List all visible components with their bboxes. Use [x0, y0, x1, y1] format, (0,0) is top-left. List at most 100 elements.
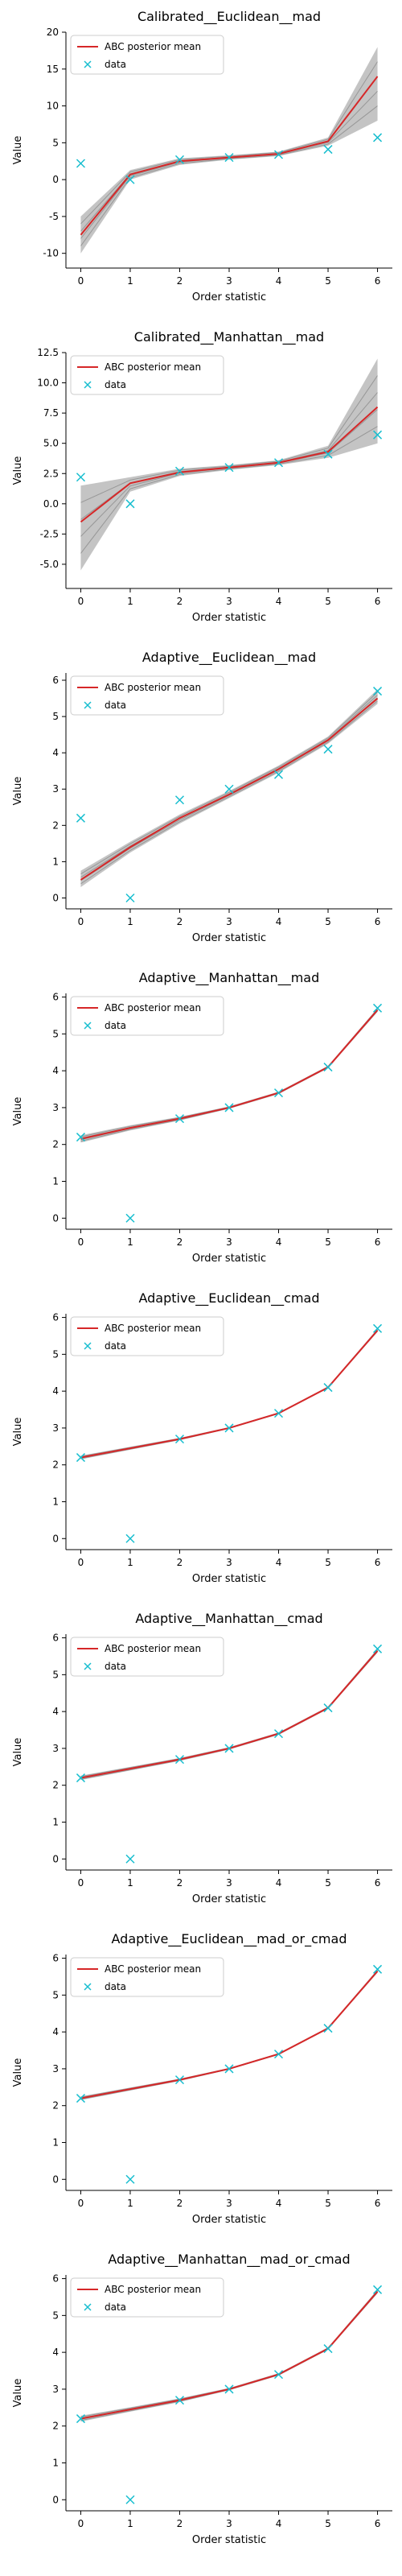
data-point-marker: [373, 1644, 383, 1653]
x-tick-label: 5: [325, 1557, 331, 1568]
data-point-marker: [373, 687, 383, 696]
y-tick-label: 10.0: [37, 378, 59, 389]
x-tick-label: 6: [375, 1236, 381, 1248]
data-point-marker: [273, 770, 284, 779]
data-point-marker: [273, 2050, 284, 2059]
chart-title: Adaptive__Euclidean__mad_or_cmad: [112, 1931, 347, 1947]
legend-label-mean: ABC posterior mean: [105, 1963, 201, 1975]
x-tick-label: 1: [127, 1557, 133, 1568]
y-tick-label: 0: [52, 1533, 59, 1544]
y-tick-label: 6: [52, 1633, 59, 1644]
x-tick-label: 6: [375, 1557, 381, 1568]
y-tick-label: 2: [52, 1780, 59, 1791]
data-point-marker: [373, 430, 383, 440]
x-tick-label: 3: [226, 2518, 232, 2529]
x-tick-label: 5: [325, 1236, 331, 1248]
y-tick-label: 5: [52, 1348, 59, 1360]
y-tick-label: 5: [52, 2310, 59, 2321]
y-tick-label: 3: [52, 1102, 59, 1113]
y-axis-label: Value: [12, 2379, 24, 2408]
posterior-sample-line: [80, 105, 378, 246]
y-tick-label: -5.0: [40, 559, 59, 570]
x-tick-label: 5: [325, 2518, 331, 2529]
legend-label-mean: ABC posterior mean: [105, 361, 201, 373]
y-tick-label: 0.0: [43, 498, 59, 510]
posterior-sample-line: [80, 375, 378, 503]
y-tick-label: 4: [52, 1706, 59, 1717]
x-tick-label: 0: [78, 596, 84, 607]
data-point-marker: [76, 2094, 85, 2103]
subplot-7: Adaptive__Euclidean__mad_or_cmad 0 1 2 3 4 5 6 0…: [12, 1931, 392, 2226]
x-tick-label: 2: [177, 1236, 183, 1248]
data-point-marker: [76, 2414, 85, 2424]
x-tick-label: 6: [375, 2198, 381, 2209]
y-tick-label: 1: [52, 2457, 59, 2468]
data-point-marker: [224, 463, 234, 473]
data-point-marker: [273, 458, 284, 468]
data-point-marker: [373, 2285, 383, 2294]
x-tick-label: 2: [177, 916, 183, 927]
x-tick-label: 5: [325, 2198, 331, 2209]
x-tick-label: 0: [78, 1557, 84, 1568]
legend-data-swatch: [84, 381, 92, 389]
x-tick-label: 6: [375, 1877, 381, 1889]
legend-label-mean: ABC posterior mean: [105, 1323, 201, 1334]
y-tick-label: 12.5: [37, 347, 59, 358]
data-point-marker: [125, 1213, 135, 1223]
posterior-sample-line: [80, 61, 378, 225]
data-point-marker: [224, 1744, 234, 1753]
x-tick-label: 4: [276, 275, 282, 287]
legend-label-mean: ABC posterior mean: [105, 682, 201, 693]
x-axis-label: Order statistic: [192, 1893, 266, 1905]
posterior-sample-line: [80, 426, 378, 554]
chart-title: Adaptive__Manhattan__mad: [139, 970, 320, 986]
y-tick-label: 1: [52, 2136, 59, 2148]
data-point-marker: [323, 145, 333, 155]
chart-title: Adaptive__Euclidean__mad: [142, 650, 316, 666]
y-tick-label: -2.5: [40, 528, 59, 539]
data-point-marker: [224, 1103, 234, 1113]
x-axis-label: Order statistic: [192, 932, 266, 944]
y-tick-label: -5: [49, 211, 59, 222]
y-tick-label: 1: [52, 856, 59, 867]
data-point-marker: [323, 2024, 333, 2033]
legend-frame: [70, 996, 224, 1036]
x-tick-label: 0: [78, 275, 84, 287]
data-point-marker: [323, 1703, 333, 1713]
x-tick-label: 1: [127, 275, 133, 287]
x-tick-label: 1: [127, 1236, 133, 1248]
legend-label-data: data: [105, 59, 126, 70]
posterior-sample-line: [80, 90, 378, 239]
legend: ABC posterior mean data: [70, 1637, 224, 1677]
x-tick-label: 6: [375, 2518, 381, 2529]
x-tick-label: 0: [78, 2198, 84, 2209]
data-point-marker: [76, 1453, 85, 1463]
legend-frame: [70, 1316, 224, 1356]
data-point-marker: [125, 1534, 135, 1543]
y-tick-label: -10: [43, 248, 59, 259]
legend: ABC posterior mean data: [70, 35, 224, 75]
subplot-6: Adaptive__Manhattan__cmad 0 1 2 3 4 5 6 0 1 2 3 4 5 6 O…: [12, 1611, 392, 1905]
legend-frame: [70, 35, 224, 75]
y-tick-label: 5: [52, 137, 59, 148]
data-point-marker: [125, 893, 135, 903]
x-tick-label: 5: [325, 1877, 331, 1889]
x-tick-label: 2: [177, 596, 183, 607]
chart-title: Calibrated__Euclidean__mad: [137, 9, 321, 25]
legend-label-data: data: [105, 1340, 126, 1352]
data-point-marker: [323, 2344, 333, 2354]
y-tick-label: 6: [52, 1953, 59, 1964]
data-point-marker: [174, 1435, 185, 1444]
x-axis-label: Order statistic: [192, 1253, 266, 1265]
y-tick-label: 10: [47, 101, 59, 112]
x-tick-label: 4: [276, 596, 282, 607]
chart-title: Calibrated__Manhattan__mad: [134, 329, 324, 345]
y-tick-label: 3: [52, 783, 59, 795]
y-tick-label: 2: [52, 1139, 59, 1150]
x-tick-label: 2: [177, 1557, 183, 1568]
y-tick-label: 6: [52, 992, 59, 1003]
legend: ABC posterior mean data: [70, 675, 224, 716]
data-point-marker: [125, 499, 135, 509]
y-tick-label: 5.0: [43, 438, 59, 449]
